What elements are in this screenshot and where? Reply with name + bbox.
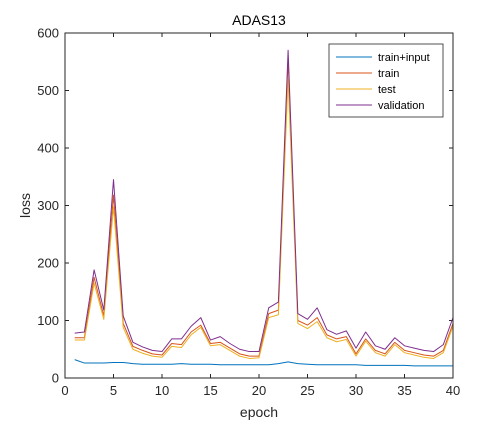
series-line-test	[74, 78, 454, 359]
x-tick-label: 30	[349, 383, 363, 398]
y-tick-label: 600	[37, 26, 59, 41]
series-line-train	[74, 58, 454, 357]
legend-label: validation	[378, 100, 424, 112]
y-axis-label: loss	[17, 193, 33, 218]
x-tick-label: 0	[61, 383, 68, 398]
x-axis-label: epoch	[240, 404, 278, 420]
y-tick-label: 300	[37, 198, 59, 213]
legend-label: train+input	[378, 52, 430, 64]
x-tick-label: 25	[300, 383, 314, 398]
plot-frame	[64, 32, 454, 379]
legend-label: test	[378, 84, 396, 96]
series-line-validation	[74, 49, 454, 353]
x-tick-label: 5	[110, 383, 117, 398]
series-line-train-input	[74, 359, 453, 367]
x-tick-label: 20	[252, 383, 266, 398]
x-tick-label: 35	[397, 383, 411, 398]
y-tick-label: 100	[37, 313, 59, 328]
y-tick-label: 500	[37, 83, 59, 98]
y-tick-label: 0	[52, 371, 59, 386]
y-tick-label: 200	[37, 256, 59, 271]
legend: train+input train test validation	[328, 43, 444, 118]
x-tick-label: 40	[446, 383, 460, 398]
legend-label: train	[378, 68, 399, 80]
chart-title: ADAS13	[232, 12, 286, 28]
series-layer	[74, 49, 454, 367]
y-tick-label: 400	[37, 141, 59, 156]
x-tick-label: 10	[155, 383, 169, 398]
x-tick-label: 15	[203, 383, 217, 398]
